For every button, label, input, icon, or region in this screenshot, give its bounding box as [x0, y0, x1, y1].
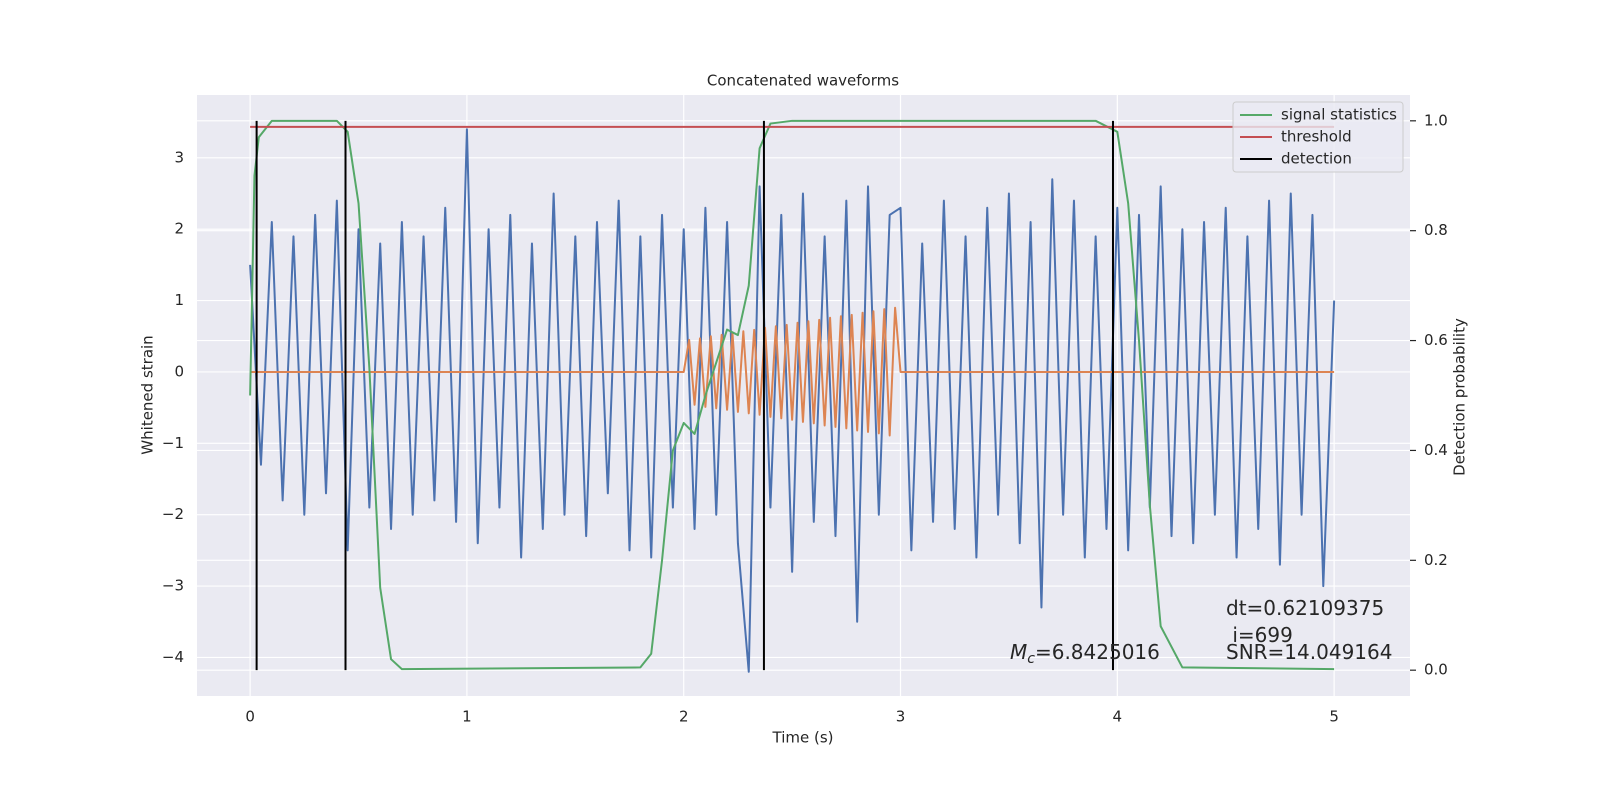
y2-axis-label: Detection probability	[1451, 318, 1469, 476]
annotation: dt=0.62109375	[1226, 596, 1384, 620]
series-line	[249, 128, 1336, 673]
series-line	[249, 119, 1335, 671]
y2-tick-label: 0.8	[1424, 221, 1448, 239]
legend-box	[1232, 101, 1404, 173]
y-tick-label: 3	[174, 148, 184, 166]
y-axis-label: Whitened strain	[139, 335, 157, 454]
annotation: SNR=14.049164	[1226, 640, 1392, 664]
x-tick-label: 5	[1329, 708, 1339, 726]
x-tick-label: 2	[679, 708, 689, 726]
y2-tick-label: 0.4	[1424, 441, 1448, 459]
y2-tick-label: 0.0	[1424, 661, 1448, 679]
annotation-text: =6.8425016	[1035, 640, 1160, 664]
x-axis-label: Time (s)	[772, 729, 834, 747]
y2-tick-label: 0.6	[1424, 331, 1448, 349]
y-tick-label: −4	[162, 648, 184, 666]
legend-label: signal statistics	[1281, 106, 1397, 124]
legend-label: threshold	[1281, 128, 1352, 146]
x-tick-label: 0	[245, 708, 255, 726]
x-tick-label: 4	[1113, 708, 1123, 726]
y-tick-label: 0	[174, 362, 184, 380]
y-tick-label: −3	[162, 577, 184, 595]
annotation: i=699	[1226, 623, 1293, 647]
y-tick-label: −1	[162, 434, 184, 452]
x-tick-label: 1	[462, 708, 472, 726]
y-tick-label: 2	[174, 220, 184, 238]
series-line	[250, 306, 1335, 437]
y-tick-label: 1	[174, 291, 184, 309]
annotation-symbol: M	[1010, 640, 1027, 664]
annotation-subscript: c	[1027, 651, 1035, 667]
x-tick-label: 3	[896, 708, 906, 726]
chart-title: Concatenated waveforms	[707, 72, 899, 90]
legend-label: detection	[1281, 150, 1352, 168]
y2-tick-label: 0.2	[1424, 551, 1448, 569]
y-tick-label: −2	[162, 505, 184, 523]
y2-tick-label: 1.0	[1424, 111, 1448, 129]
annotation: Mc=6.8425016	[1010, 640, 1160, 667]
